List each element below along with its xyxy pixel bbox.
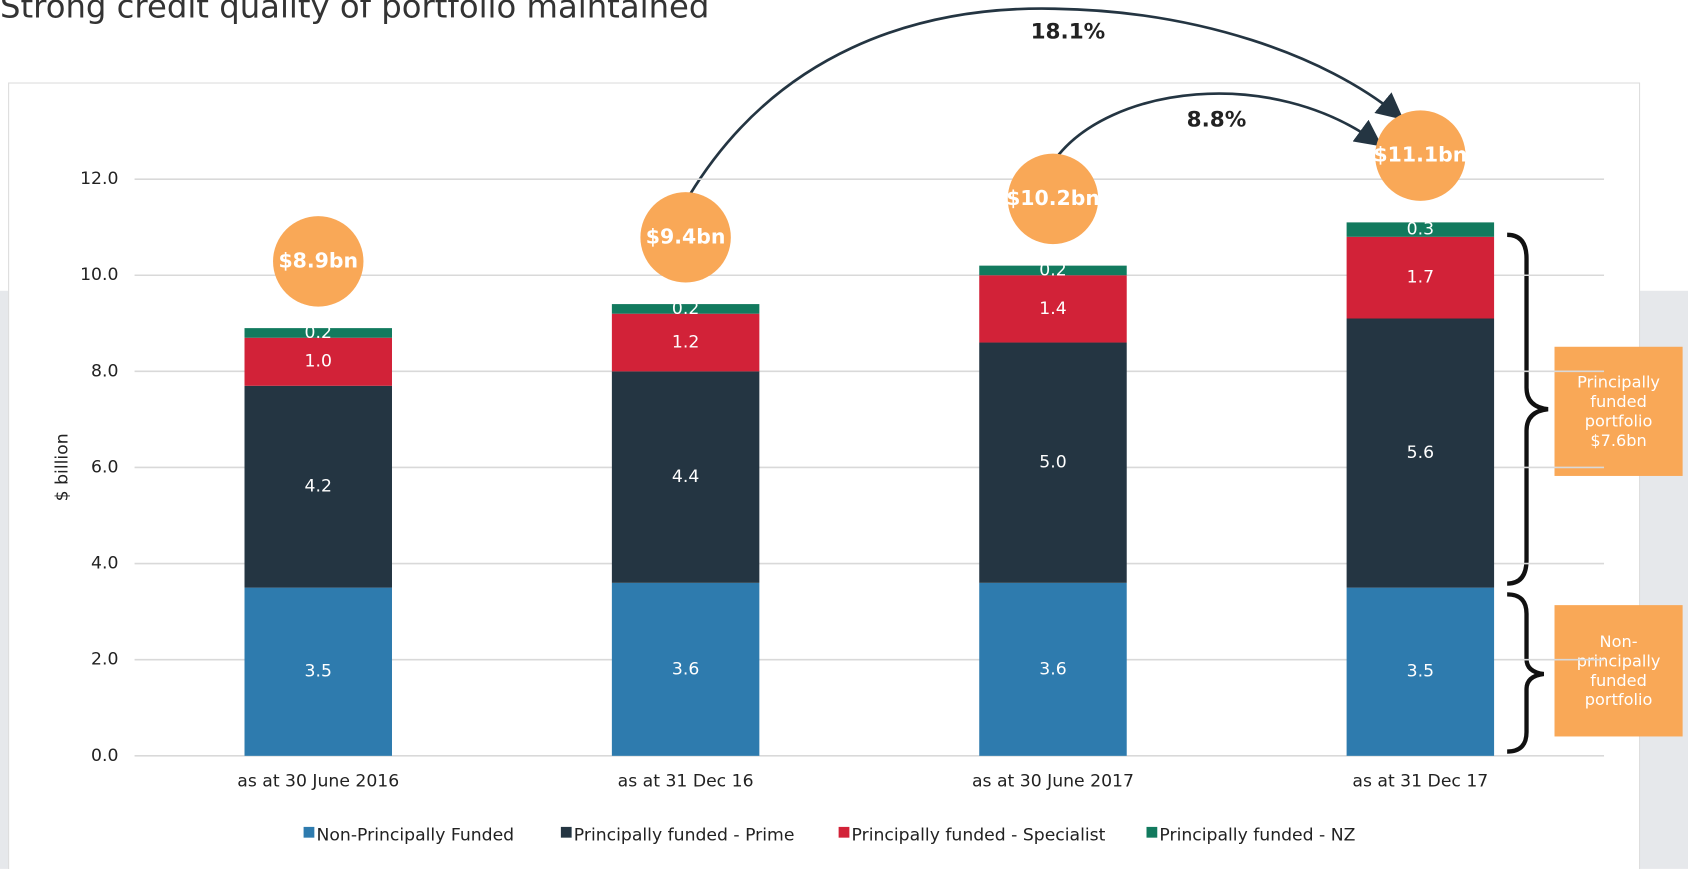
value-label: 1.7 — [1407, 268, 1434, 288]
bracket — [1507, 232, 1549, 586]
bar-segment — [1346, 236, 1495, 319]
bar-segment — [1346, 587, 1495, 756]
y-tick-label: 4.0 — [91, 554, 118, 574]
bar-segment — [611, 313, 760, 372]
total-bubble — [640, 192, 731, 283]
bar-segment — [979, 265, 1127, 276]
bar-segment — [979, 275, 1127, 343]
value-label: 0.2 — [672, 299, 699, 319]
value-label: 0.3 — [1407, 220, 1434, 240]
value-label: 3.5 — [1407, 662, 1434, 682]
bar-segment — [244, 587, 392, 756]
total-label: $8.9bn — [278, 248, 358, 272]
total-bubble — [1007, 153, 1099, 245]
bracket-label: Principally funded portfolio $7.6bn — [1577, 372, 1660, 451]
legend-swatch — [838, 826, 850, 838]
bar-segment — [1346, 222, 1495, 237]
growth-label: 18.1% — [1031, 19, 1106, 44]
growth-label: 8.8% — [1187, 108, 1247, 133]
total-label: $9.4bn — [646, 224, 726, 248]
bracket — [1507, 592, 1545, 754]
total-label: $11.1bn — [1373, 143, 1467, 167]
bar-segment — [611, 304, 760, 314]
bar-segment — [611, 371, 760, 583]
legend-swatch — [1146, 826, 1158, 838]
y-tick-label: 8.0 — [91, 361, 118, 381]
legend-label: Principally funded - NZ — [1159, 826, 1355, 846]
x-tick-label: as at 31 Dec 16 — [618, 772, 754, 792]
legend-swatch — [303, 826, 315, 838]
bracket-label: Non-principally funded portfolio — [1576, 632, 1661, 710]
value-label: 1.4 — [1039, 299, 1066, 319]
x-tick-label: as at 31 Dec 17 — [1352, 772, 1488, 792]
value-label: 1.0 — [305, 352, 332, 372]
bracket-box — [1554, 605, 1683, 737]
total-label: $10.2bn — [1006, 186, 1100, 210]
legend-label: Principally funded - Specialist — [852, 826, 1106, 846]
value-label: 3.5 — [305, 662, 332, 682]
bar-segment — [244, 337, 392, 386]
legend-label: Non-Principally Funded — [317, 826, 515, 846]
y-tick-label: 2.0 — [91, 650, 118, 670]
bar-segment — [244, 385, 392, 588]
value-label: 5.0 — [1039, 453, 1066, 473]
bar-segment — [979, 582, 1127, 756]
value-label: 0.2 — [305, 323, 332, 343]
value-label: 4.4 — [672, 467, 699, 487]
x-tick-label: as at 30 June 2017 — [972, 772, 1134, 792]
total-bubble — [273, 216, 364, 307]
bar-segment — [979, 342, 1127, 583]
bracket-box — [1554, 346, 1683, 476]
bracket-text: Principally funded portfolio $7.6bn — [1577, 372, 1660, 451]
legend-label: Principally funded - Prime — [574, 826, 795, 846]
y-tick-label: 10.0 — [80, 265, 118, 285]
y-axis-label: $ billion — [52, 433, 72, 501]
value-label: 3.6 — [672, 659, 699, 679]
growth-arrow — [1053, 92, 1383, 161]
growth-arrow — [687, 7, 1404, 197]
legend-swatch — [560, 826, 572, 838]
value-label: 5.6 — [1407, 443, 1434, 463]
chart-title: Strong credit quality of portfolio maint… — [0, 0, 709, 26]
bar-segment — [244, 328, 392, 338]
value-label: 4.2 — [305, 477, 332, 497]
y-tick-label: 12.0 — [80, 169, 118, 189]
y-tick-label: 6.0 — [91, 457, 118, 477]
y-tick-label: 0.0 — [91, 746, 118, 766]
total-bubble — [1375, 110, 1466, 201]
value-label: 3.6 — [1039, 659, 1066, 679]
value-label: 1.2 — [672, 333, 699, 353]
bracket-text: Non-principally funded portfolio — [1576, 632, 1661, 710]
x-tick-label: as at 30 June 2016 — [237, 772, 399, 792]
value-label: 0.2 — [1039, 260, 1066, 280]
bar-segment — [1346, 318, 1495, 588]
bar-segment — [611, 582, 760, 756]
